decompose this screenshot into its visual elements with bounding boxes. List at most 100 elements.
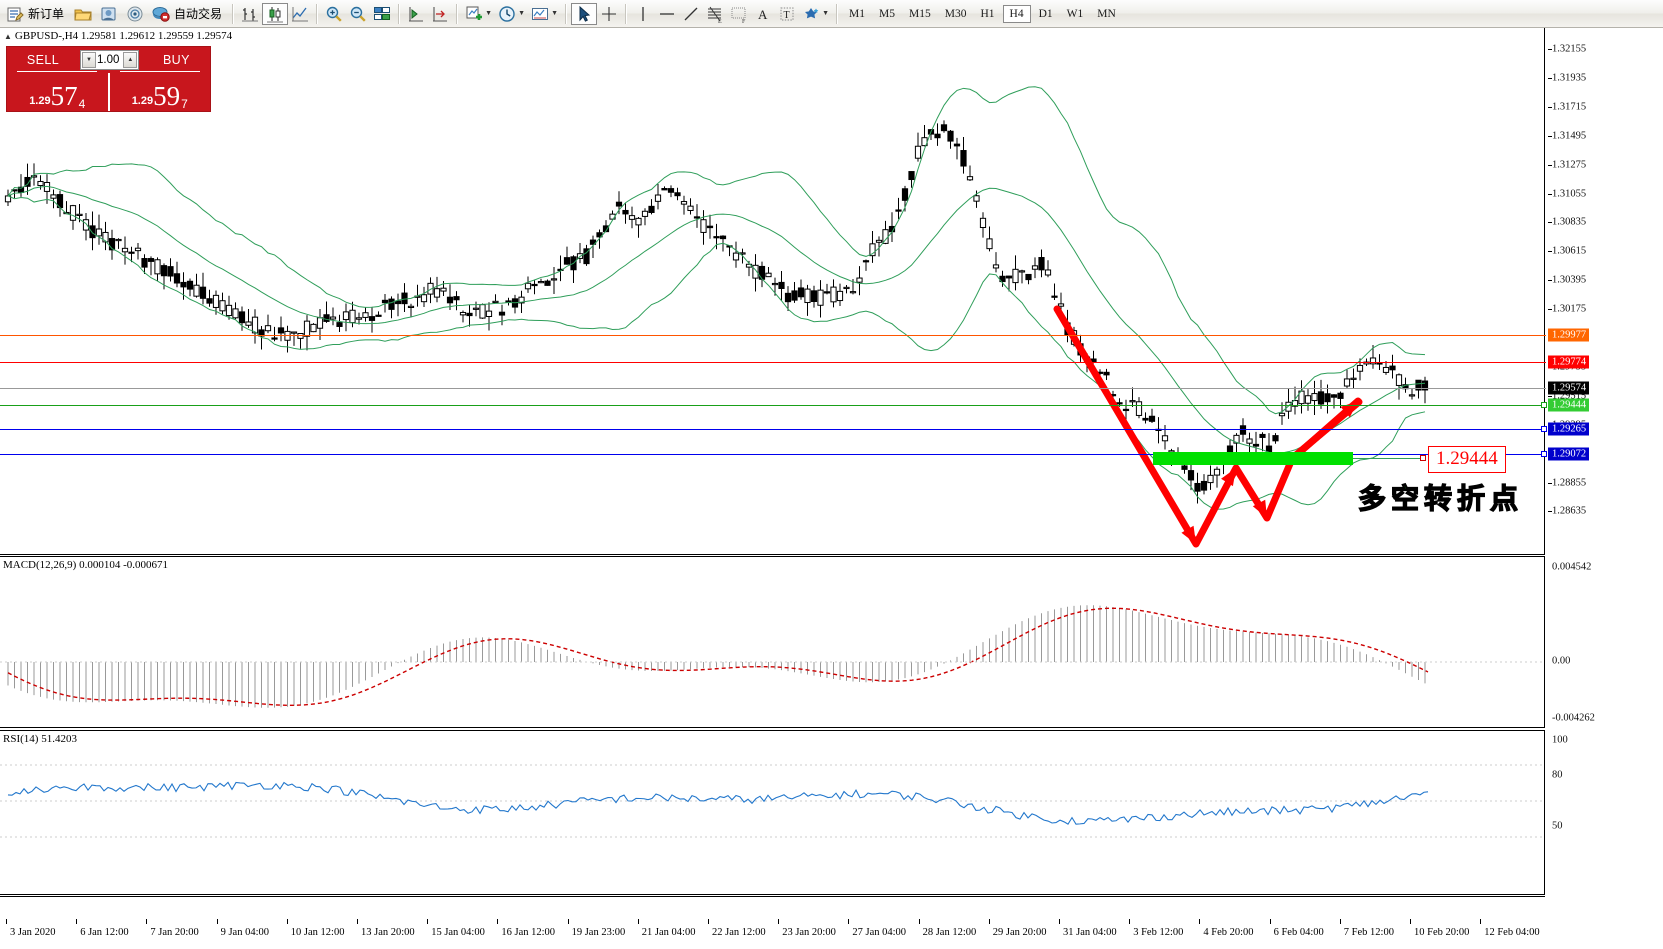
text-button[interactable]: A (751, 3, 775, 25)
signals-button[interactable] (122, 2, 148, 26)
tick-mark (1548, 49, 1552, 50)
shapes-button[interactable]: ▼ (799, 3, 832, 25)
turning-point-note[interactable]: 多空转折点 (1357, 481, 1524, 515)
time-tick-label: 27 Jan 04:00 (852, 927, 907, 938)
autotrade-button[interactable]: 自动交易 (148, 2, 228, 26)
bar-chart-button[interactable] (238, 3, 262, 25)
price-callout-label[interactable]: 1.29444 (1428, 446, 1506, 473)
zoom-in-icon (324, 4, 344, 24)
candlestick-chart-button[interactable] (262, 2, 289, 25)
volume-field[interactable]: ▼ 1.00 ▲ (80, 50, 140, 70)
timeframe-h1[interactable]: H1 (980, 7, 995, 20)
horizontal-line-button[interactable] (655, 3, 679, 25)
time-tick-mark (708, 919, 709, 924)
text-label-button[interactable]: T (775, 3, 799, 25)
line-chart-button[interactable] (288, 3, 312, 25)
add-indicator-button[interactable]: ▼ (462, 3, 495, 25)
signals-icon (125, 4, 145, 24)
autotrade-icon (151, 4, 171, 24)
callout-anchor[interactable] (1420, 455, 1426, 461)
macd-tick: 0.004542 (1552, 561, 1592, 573)
chevron-down-icon[interactable]: ▼ (551, 10, 558, 17)
oct-price-row: 1.29 57 4 1.29 59 7 (7, 71, 211, 111)
price-scale[interactable]: 1.32155 1.31935 1.31715 1.31495 1.31275 1.310… (1546, 28, 1663, 555)
timeframe-m15[interactable]: M15 (909, 7, 931, 20)
timeframe-m1[interactable]: M1 (849, 7, 866, 20)
profiles-button[interactable] (96, 2, 122, 26)
buy-price[interactable]: 1.29 59 7 (107, 71, 211, 111)
vertical-line-button[interactable] (631, 3, 655, 25)
sell-price[interactable]: 1.29 57 4 (7, 71, 108, 111)
cursor-button[interactable] (571, 2, 598, 25)
autoscroll-button[interactable] (428, 3, 452, 25)
price-pane[interactable] (0, 28, 1545, 555)
support-zone-rectangle[interactable] (1153, 452, 1353, 465)
macd-tick: 0.00 (1552, 655, 1571, 667)
timeframe-m5[interactable]: M5 (879, 7, 895, 20)
sell-underline (17, 71, 98, 72)
main-toolbar: 新订单 (0, 0, 1663, 28)
volume-up-icon[interactable]: ▲ (123, 52, 138, 68)
line-chart-icon (290, 4, 310, 24)
timeframe-m30[interactable]: M30 (944, 7, 967, 20)
rsi-canvas (0, 764, 1545, 838)
price-tick: 1.31715 (1548, 101, 1586, 112)
time-tick-mark (988, 919, 990, 924)
fibonacci-button[interactable]: E (703, 3, 727, 25)
toolbar-separator (565, 3, 568, 24)
time-tick-label: 29 Jan 20:00 (992, 927, 1047, 938)
time-tick-label: 22 Jan 12:00 (712, 927, 766, 938)
rsi-pane[interactable]: RSI(14) 51.4203 (0, 730, 1545, 895)
timeframe-d1[interactable]: D1 (1038, 7, 1053, 20)
crosshair-button[interactable] (597, 3, 621, 25)
chevron-down-icon[interactable]: ▼ (518, 10, 525, 17)
timeframe-h4[interactable]: H4 (1002, 4, 1031, 23)
tick-mark (1548, 164, 1552, 166)
chevron-down-icon[interactable]: ▼ (822, 10, 829, 17)
toolbar-separator (316, 3, 319, 24)
text-icon: A (753, 4, 773, 24)
price-tick: 1.29955 (1548, 333, 1586, 344)
new-order-button[interactable]: 新订单 (2, 2, 70, 26)
tick-mark (1548, 424, 1552, 426)
hline-icon (657, 4, 677, 24)
trendline-button[interactable] (679, 3, 703, 25)
timeframe-w1[interactable]: W1 (1066, 7, 1084, 20)
sell-button[interactable]: SELL (26, 53, 60, 67)
callout-leader-line (1353, 458, 1423, 459)
price-tick: 1.29515 (1548, 390, 1586, 401)
equidistant-channel-button[interactable]: F (727, 3, 751, 25)
zoom-out-button[interactable] (346, 3, 370, 25)
time-tick-mark (1269, 919, 1271, 924)
volume-value[interactable]: 1.00 (97, 54, 120, 66)
time-axis[interactable]: 3 Jan 2020 6 Jan 12:00 7 Jan 20:00 9 Jan 04… (0, 896, 1545, 949)
buy-button[interactable]: BUY (162, 53, 190, 67)
shift-chart-button[interactable] (404, 3, 428, 25)
candlestick-chart-icon (265, 4, 285, 24)
rsi-scale[interactable]: 100 80 50 (1546, 730, 1663, 895)
volume-dropdown-icon[interactable]: ▼ (82, 52, 96, 68)
macd-pane[interactable]: MACD(12,26,9) 0.000104 -0.000671 (0, 556, 1545, 728)
price-chart-canvas (4, 86, 1429, 548)
price-tick: 1.31495 (1548, 130, 1586, 141)
templates-button[interactable]: ▼ (528, 3, 561, 25)
collapse-icon[interactable]: ▲ (4, 31, 12, 41)
chevron-down-icon[interactable]: ▼ (485, 10, 492, 17)
tile-windows-button[interactable] (370, 3, 394, 25)
buy-price-big: 59 (153, 81, 181, 111)
folder-icon (73, 4, 93, 24)
zoom-in-button[interactable] (322, 3, 346, 25)
fibonacci-icon: E (705, 4, 725, 24)
profiles-icon (99, 4, 119, 24)
time-tick-label: 28 Jan 12:00 (922, 927, 977, 938)
macd-scale[interactable]: 0.004542 0.00 -0.004262 (1546, 556, 1663, 728)
time-tick-mark (286, 919, 288, 924)
buy-underline (119, 71, 200, 72)
data-window-icon (406, 4, 426, 24)
one-click-trading-panel[interactable]: SELL ▼ 1.00 ▲ BUY 1.29 57 4 1.29 (6, 46, 211, 112)
timeframe-mn[interactable]: MN (1097, 7, 1116, 20)
period-button[interactable]: ▼ (495, 3, 528, 25)
chart-workspace[interactable]: MACD(12,26,9) 0.000104 -0.000671 RSI(14)… (0, 28, 1663, 949)
folder-button[interactable] (70, 2, 96, 26)
price-tick: 1.31935 (1548, 72, 1586, 83)
